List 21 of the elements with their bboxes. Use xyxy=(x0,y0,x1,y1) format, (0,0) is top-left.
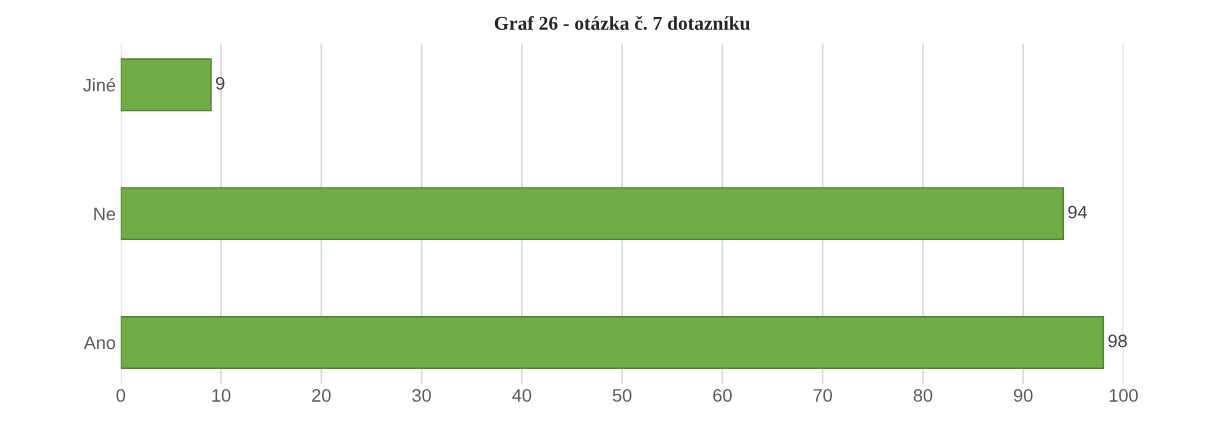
x-tick-label: 60 xyxy=(713,389,732,402)
chart-title: Graf 26 - otázka č. 7 dotazníku xyxy=(494,16,750,30)
data-label: 94 xyxy=(1068,205,1087,219)
y-tick-label: Ano xyxy=(83,336,116,350)
x-tick-label: 100 xyxy=(1109,389,1138,402)
y-tick-label: Jiné xyxy=(83,78,116,92)
x-tick-label: 70 xyxy=(813,389,832,402)
data-label: 9 xyxy=(216,76,225,90)
bar xyxy=(120,58,212,112)
x-tick-label: 30 xyxy=(412,389,431,402)
x-tick-label: 0 xyxy=(116,389,126,402)
data-label: 98 xyxy=(1108,334,1127,348)
x-tick-label: 10 xyxy=(212,389,231,402)
x-tick-label: 90 xyxy=(1013,389,1033,402)
x-tick-label: 50 xyxy=(612,389,632,402)
y-tick-label: Ne xyxy=(94,207,116,221)
bar xyxy=(120,187,1064,241)
x-tick-label: 40 xyxy=(512,389,532,402)
x-tick-label: 20 xyxy=(312,389,331,402)
bar xyxy=(120,315,1105,369)
x-tick-label: 80 xyxy=(913,389,933,402)
